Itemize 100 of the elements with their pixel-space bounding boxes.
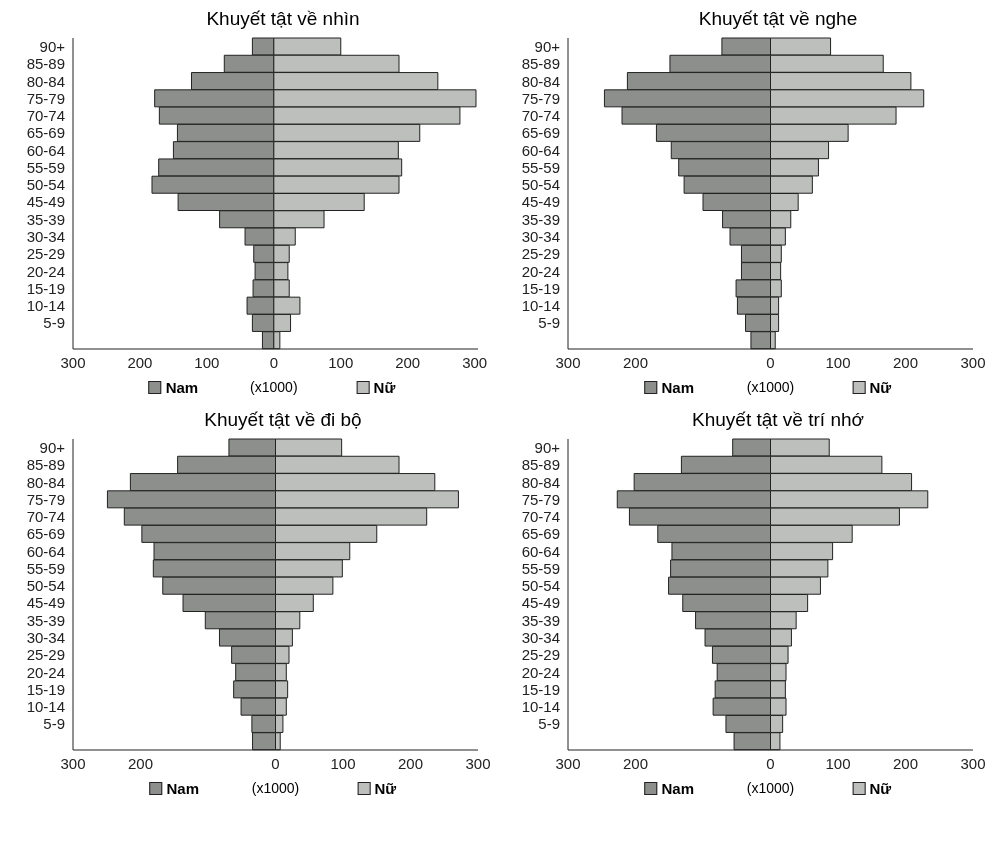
- y-tick-label: 60-64: [521, 542, 560, 560]
- y-tick-label: 70-74: [26, 107, 65, 125]
- x-tick-label: 200: [395, 353, 421, 371]
- x-tick-label: 200: [622, 353, 649, 371]
- x-tick-label: 200: [892, 754, 919, 772]
- y-tick-label: 85-89: [521, 456, 560, 474]
- y-tick-label: 65-69: [26, 124, 65, 142]
- y-tick-label: 45-49: [26, 193, 65, 211]
- legend-label: Nam: [164, 379, 199, 396]
- y-tick-label: 85-89: [521, 55, 560, 73]
- y-tick-label: 20-24: [521, 262, 560, 280]
- x-tick-label: 300: [555, 754, 581, 772]
- y-tick-label: 30-34: [521, 228, 560, 246]
- y-tick-label: 75-79: [521, 89, 560, 107]
- x-tick-label: 0: [269, 353, 278, 371]
- y-tick-label: 85-89: [26, 456, 65, 474]
- y-tick-label: 45-49: [26, 594, 65, 612]
- y-tick-label: 5-9: [538, 715, 560, 733]
- x-tick-label: 0: [766, 353, 775, 371]
- x-tick-label: 300: [960, 353, 986, 371]
- y-tick-label: 70-74: [521, 508, 560, 526]
- x-tick-label: 300: [960, 754, 986, 772]
- y-tick-label: 60-64: [26, 542, 65, 560]
- chart-title: Khuyết tật về trí nhớ: [691, 409, 865, 432]
- y-tick-label: 80-84: [521, 72, 560, 90]
- y-tick-label: 15-19: [521, 680, 560, 698]
- y-tick-label: 75-79: [26, 89, 65, 107]
- x-tick-label: 100: [825, 353, 851, 371]
- y-tick-label: 50-54: [26, 577, 65, 595]
- y-tick-label: 5-9: [43, 715, 65, 733]
- y-tick-label: 60-64: [521, 141, 560, 159]
- y-tick-label: 25-29: [521, 245, 560, 263]
- x-tick-label: 200: [127, 353, 153, 371]
- y-tick-label: 10-14: [521, 698, 560, 716]
- y-tick-label: 75-79: [26, 490, 65, 508]
- y-tick-label: 20-24: [26, 663, 65, 681]
- x-tick-label: 100: [328, 353, 354, 371]
- x-axis-title: (x1000): [250, 379, 298, 395]
- legend-label: Nam: [165, 780, 200, 797]
- x-tick-label: 100: [825, 754, 851, 772]
- chart-title: Khuyết tật về đi bộ: [203, 409, 363, 432]
- y-tick-label: 90+: [39, 438, 66, 456]
- y-tick-label: 55-59: [521, 559, 560, 577]
- legend-label: Nữ: [372, 379, 396, 396]
- x-tick-label: 300: [555, 353, 581, 371]
- x-axis-title: (x1000): [251, 780, 300, 796]
- y-tick-label: 5-9: [43, 314, 65, 332]
- y-tick-label: 30-34: [521, 629, 560, 647]
- y-tick-label: 90+: [39, 37, 66, 55]
- y-tick-label: 15-19: [26, 279, 65, 297]
- y-tick-label: 10-14: [521, 297, 560, 315]
- y-tick-label: 65-69: [521, 124, 560, 142]
- legend-label: Nam: [660, 379, 695, 396]
- legend-label: Nữ: [868, 780, 892, 797]
- y-tick-label: 65-69: [521, 525, 560, 543]
- y-tick-label: 70-74: [521, 107, 560, 125]
- y-tick-label: 15-19: [26, 680, 65, 698]
- y-tick-label: 30-34: [26, 629, 65, 647]
- y-tick-label: 25-29: [26, 646, 65, 664]
- x-tick-label: 0: [271, 754, 280, 772]
- y-tick-label: 30-34: [26, 228, 65, 246]
- y-tick-label: 90+: [534, 438, 561, 456]
- legend-label: Nữ: [868, 379, 892, 396]
- y-tick-label: 70-74: [26, 508, 65, 526]
- x-axis-title: (x1000): [746, 780, 795, 796]
- y-tick-label: 90+: [534, 37, 561, 55]
- y-tick-label: 50-54: [521, 176, 560, 194]
- y-tick-label: 55-59: [521, 158, 560, 176]
- y-tick-label: 65-69: [26, 525, 65, 543]
- y-tick-label: 80-84: [26, 473, 65, 491]
- y-tick-label: 45-49: [521, 594, 560, 612]
- x-tick-label: 100: [330, 754, 356, 772]
- y-tick-label: 10-14: [26, 297, 65, 315]
- y-tick-label: 15-19: [521, 279, 560, 297]
- x-tick-label: 300: [60, 754, 86, 772]
- y-tick-label: 35-39: [26, 611, 65, 629]
- x-tick-label: 200: [622, 754, 649, 772]
- y-tick-label: 55-59: [26, 559, 65, 577]
- y-tick-label: 50-54: [26, 176, 65, 194]
- x-tick-label: 0: [766, 754, 775, 772]
- y-tick-label: 35-39: [521, 210, 560, 228]
- y-tick-label: 20-24: [521, 663, 560, 681]
- y-tick-label: 85-89: [26, 55, 65, 73]
- y-tick-label: 80-84: [521, 473, 560, 491]
- y-tick-label: 10-14: [26, 698, 65, 716]
- y-tick-label: 35-39: [26, 210, 65, 228]
- y-tick-label: 50-54: [521, 577, 560, 595]
- legend-label: Nam: [660, 780, 695, 797]
- chart-title: Khuyết tật về nhìn: [205, 8, 361, 31]
- x-tick-label: 100: [194, 353, 220, 371]
- legend-label: Nữ: [373, 780, 397, 797]
- y-tick-label: 5-9: [538, 314, 560, 332]
- y-tick-label: 45-49: [521, 193, 560, 211]
- y-tick-label: 25-29: [26, 245, 65, 263]
- x-tick-label: 200: [127, 754, 154, 772]
- y-tick-label: 80-84: [26, 72, 65, 90]
- chart-title: Khuyết tật về nghe: [697, 8, 859, 31]
- x-tick-label: 300: [462, 353, 488, 371]
- x-tick-label: 200: [397, 754, 424, 772]
- x-tick-label: 300: [465, 754, 491, 772]
